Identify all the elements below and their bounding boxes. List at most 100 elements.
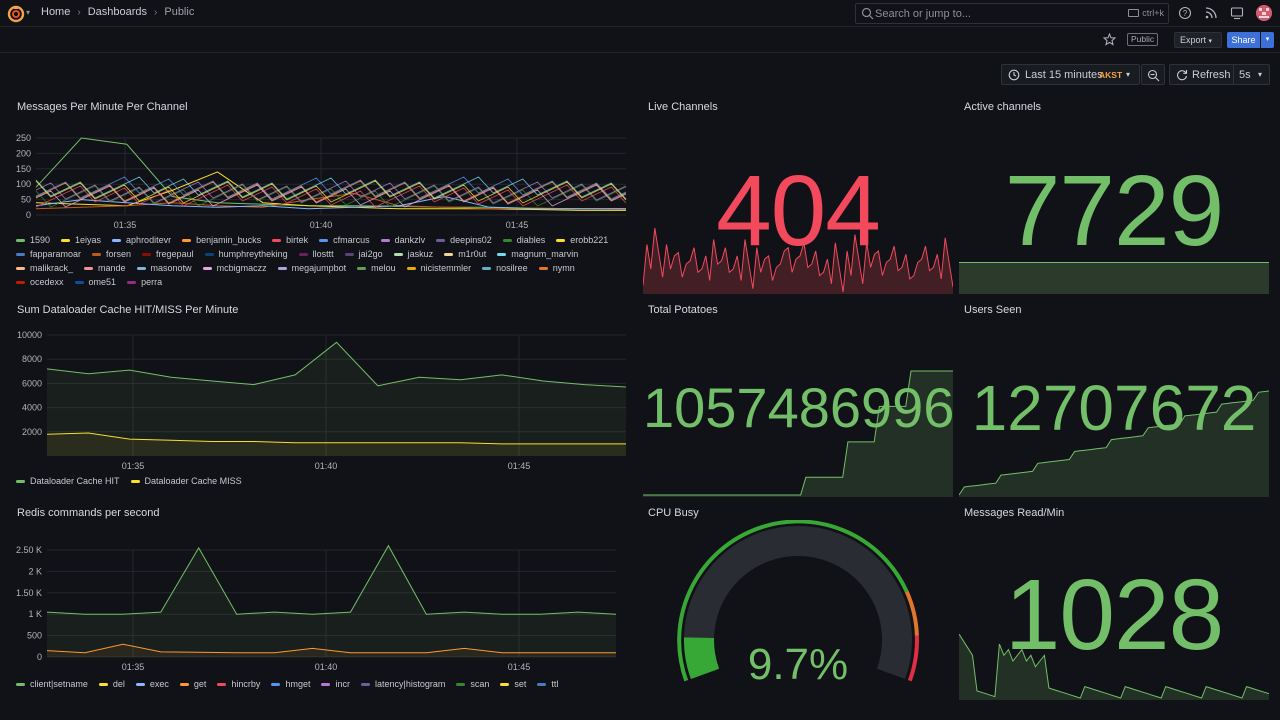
gauge-threshold-red [907,635,919,682]
legend-label: 1eiyas [75,235,102,245]
public-badge: Public [1127,33,1159,46]
legend-label: del [112,679,125,689]
series-line [35,195,626,210]
time-range-picker[interactable]: Last 15 minutes AKST ▾ [1001,64,1140,85]
legend-item[interactable]: fregepaul [142,249,194,259]
legend-item[interactable]: ocedexx [16,277,64,287]
monitor-icon[interactable] [1230,6,1244,20]
legend-item[interactable]: incr [321,679,350,689]
legend-item[interactable]: latency|histogram [360,679,445,689]
legend-item[interactable]: erobb221 [556,235,608,245]
legend-item[interactable]: nicistemmler [406,263,471,273]
clock-icon [1008,69,1020,81]
share-button[interactable]: Share [1227,32,1260,48]
messages-chart[interactable]: 250 200 150 100 50 0 01:35 01:40 01:45 [12,124,632,254]
legend-swatch [217,682,227,686]
legend-swatch [277,266,287,270]
legend-item[interactable]: megajumpbot [277,263,346,273]
refresh-button[interactable]: Refresh [1192,69,1231,81]
search-input[interactable]: Search or jump to... ctrl+k [855,3,1169,24]
chevron-down-icon: ▾ [1126,70,1131,79]
legend-swatch [112,238,122,242]
news-rss-icon[interactable] [1204,6,1218,20]
legend-item[interactable]: llosttt [298,249,334,259]
legend-item[interactable]: benjamin_bucks [182,235,261,245]
legend-item[interactable]: Dataloader Cache HIT [16,476,120,486]
legend-item[interactable]: ttl [537,679,558,689]
legend-item[interactable]: masonotw [136,263,192,273]
legend-item[interactable]: scan [456,679,489,689]
export-button[interactable]: Export ▾ [1174,32,1222,48]
user-avatar[interactable] [1256,5,1272,21]
legend-item[interactable]: Dataloader Cache MISS [130,476,242,486]
dataloader-chart[interactable]: 10000 8000 6000 4000 2000 01:35 01:40 01:45 [12,325,632,475]
chevron-down-icon: ▾ [1258,70,1263,79]
legend-item[interactable]: client|setname [16,679,88,689]
redis-chart[interactable]: 2.50 K 2 K 1.50 K 1 K 500 0 01:35 01:40 01:45 [12,528,632,678]
zoom-out-button[interactable] [1141,64,1165,85]
legend-item[interactable]: hincrby [217,679,260,689]
legend-item[interactable]: melou [357,263,396,273]
legend-item[interactable]: del [98,679,125,689]
legend-item[interactable]: humphreytheking [204,249,288,259]
legend-swatch [272,238,282,242]
legend-item[interactable]: cfmarcus [319,235,370,245]
legend-item[interactable]: birtek [272,235,308,245]
legend-item[interactable]: malikrack_ [16,263,73,273]
legend-item[interactable]: 1eiyas [61,235,101,245]
legend-label: Dataloader Cache MISS [144,476,242,486]
panel-title: Messages Read/Min [964,507,1065,519]
legend-item[interactable]: jaskuz [393,249,433,259]
legend-item[interactable]: dankzlv [380,235,425,245]
live-channels-value: 404 [716,155,881,267]
legend-item[interactable]: aphroditevr [112,235,171,245]
grafana-logo-icon[interactable] [7,5,25,23]
legend-item[interactable]: diables [502,235,545,245]
help-icon[interactable]: ? [1178,6,1192,20]
legend-item[interactable]: get [179,679,206,689]
legend-item[interactable]: forsen [92,249,131,259]
series-line [35,184,627,208]
legend-item[interactable]: mcbigmaczz [202,263,267,273]
y-tick-label: 2000 [22,427,42,437]
star-icon[interactable] [1103,33,1116,46]
legend-label: nymn [552,263,575,273]
legend-item[interactable]: mande [84,263,126,273]
legend-label: client|setname [30,679,88,689]
legend-swatch [16,479,25,483]
legend-item[interactable]: hmget [271,679,310,689]
breadcrumb-dashboards[interactable]: Dashboards [87,6,148,18]
legend-item[interactable]: nymn [538,263,575,273]
series-line [46,544,617,615]
legend-item[interactable]: nosilree [482,263,528,273]
legend-item[interactable]: ome51 [74,277,116,287]
y-tick-label: 8000 [22,354,42,364]
legend-label: Dataloader Cache HIT [30,476,120,486]
legend-label: fregepaul [156,249,194,259]
legend-item[interactable]: set [500,679,526,689]
refresh-interval-select[interactable]: 5s [1239,69,1251,81]
legend-item[interactable]: perra [127,277,162,287]
legend-item[interactable]: deepins02 [436,235,492,245]
x-tick-label: 01:45 [506,220,529,230]
menu-caret-icon[interactable]: ▾ [26,8,31,17]
breadcrumb-home[interactable]: Home [41,6,71,18]
series-line [46,432,626,445]
legend-swatch [92,252,102,256]
legend-item[interactable]: m1r0ut [444,249,486,259]
legend-label: fapparamoar [30,249,82,259]
legend-item[interactable]: exec [135,679,169,689]
legend-swatch [179,682,189,686]
zoom-out-icon [1147,69,1160,82]
panel-messages-read: Messages Read/Min 1028 [959,500,1269,700]
x-tick-label: 01:45 [508,662,531,672]
legend-item[interactable]: 1590 [16,235,50,245]
legend-label: incr [335,679,350,689]
share-menu-chevron-icon[interactable]: ▾ [1261,32,1274,48]
legend-item[interactable]: magnum_marvin [497,249,578,259]
legend-item[interactable]: fapparamoar [16,249,81,259]
legend-item[interactable]: jai2go [344,249,383,259]
live-channels-sparkline [643,227,953,294]
panel-title: Users Seen [964,304,1022,316]
refresh-icon[interactable] [1176,69,1188,81]
